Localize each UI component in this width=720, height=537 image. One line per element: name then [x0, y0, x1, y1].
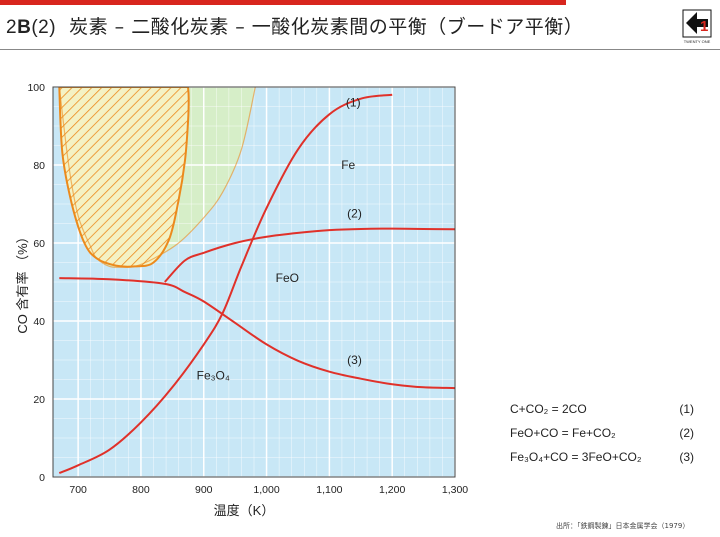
- y-tick-label: 20: [33, 394, 45, 406]
- top-accent-bar: [0, 0, 566, 5]
- y-tick-label: 60: [33, 238, 45, 250]
- x-axis-label: 温度（K）: [214, 503, 275, 518]
- plot-frame: [52, 86, 456, 478]
- page-title: 2B(2) 炭素 – 二酸化炭素 – 一酸化炭素間の平衡（ブードア平衡）: [6, 12, 583, 39]
- curve-3: [59, 277, 455, 390]
- x-tick-label: 900: [195, 484, 213, 496]
- boudouard-chart: (1)Fe(2)FeO(3)Fe₃O₄ 700 800 900 1,000 1,100 1…: [15, 82, 468, 518]
- logo-mark-icon: 1: [682, 9, 712, 38]
- region-label: Fe: [341, 158, 355, 172]
- source-note: 出所：「鉄鋼製錬」日本金属学会（1979）: [556, 522, 690, 530]
- hatched-carbon-region: [58, 87, 190, 268]
- equation-formula: FeO+CO = Fe+CO₂: [510, 426, 616, 440]
- equation-number: (2): [679, 426, 694, 440]
- curve-2: [164, 227, 455, 283]
- region-label: (2): [347, 207, 362, 221]
- equation-formula: Fe₃O₄+CO = 3FeO+CO₂: [510, 450, 642, 464]
- plot-area: [53, 87, 455, 477]
- brand-logo: 1 TWENTY ONE: [680, 6, 714, 46]
- region-label: (3): [347, 353, 362, 367]
- logo-text: TWENTY ONE: [683, 39, 711, 44]
- y-tick-label: 80: [33, 160, 45, 172]
- equation-number: (3): [679, 450, 694, 464]
- title-prefix: 2B(2): [6, 17, 57, 38]
- y-tick-label: 100: [27, 82, 45, 94]
- region-label: (1): [346, 96, 361, 110]
- title-text: 炭素 – 二酸化炭素 – 一酸化炭素間の平衡（ブードア平衡）: [69, 16, 584, 38]
- y-tick-label: 40: [33, 316, 45, 328]
- x-tick-label: 1,000: [253, 484, 279, 496]
- region-label: FeO: [276, 271, 299, 285]
- x-tick-label: 1,100: [316, 484, 342, 496]
- equation-number: (1): [679, 402, 694, 416]
- x-tick-label: 700: [69, 484, 87, 496]
- x-tick-label: 1,200: [379, 484, 405, 496]
- y-tick-label: 0: [39, 472, 45, 484]
- y-axis-label: CO 含有率 （%）: [15, 230, 30, 333]
- region-label: Fe₃O₄: [197, 369, 230, 383]
- equation-list: C+CO₂ = 2CO (1) FeO+CO = Fe+CO₂ (2) Fe₃O…: [510, 402, 700, 474]
- equation-3: Fe₃O₄+CO = 3FeO+CO₂ (3): [510, 450, 700, 474]
- equation-2: FeO+CO = Fe+CO₂ (2): [510, 426, 700, 450]
- equation-1: C+CO₂ = 2CO (1): [510, 402, 700, 426]
- title-rule: [0, 49, 720, 50]
- svg-text:1: 1: [700, 18, 708, 35]
- x-tick-label: 800: [132, 484, 150, 496]
- x-tick-label: 1,300: [442, 484, 468, 496]
- equation-formula: C+CO₂ = 2CO: [510, 402, 587, 416]
- carbon-boundary-line: [58, 87, 256, 268]
